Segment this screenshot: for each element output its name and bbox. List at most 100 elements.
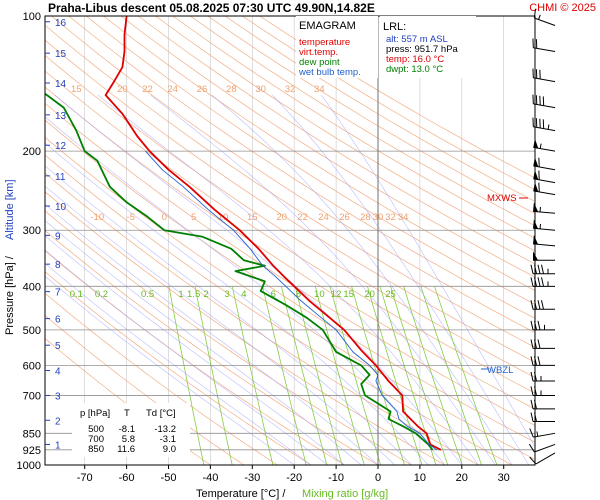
mixing-ratio-label: 15 bbox=[343, 289, 354, 300]
lrl-altitude: alt: 557 m ASL bbox=[386, 34, 448, 45]
wind-barb-pennant bbox=[533, 157, 539, 167]
y-tick-label: 500 bbox=[23, 325, 41, 337]
series-line-wet-bulb-temp bbox=[145, 150, 437, 451]
x-tick-label: -20 bbox=[286, 472, 302, 484]
moist-adiabat-line bbox=[54, 94, 463, 465]
altitude-tick-label: 15 bbox=[55, 49, 67, 60]
moist-adiabat-label: 28 bbox=[360, 212, 371, 223]
y-tick-label: 700 bbox=[23, 390, 41, 402]
moist-adiabat-line bbox=[45, 262, 312, 465]
altitude-tick-label: 16 bbox=[55, 18, 67, 29]
dry-adiabat-label: 28 bbox=[226, 84, 237, 95]
mixing-ratio-label: 12 bbox=[331, 289, 342, 300]
y-tick-label: 100 bbox=[23, 11, 41, 23]
wind-barb bbox=[533, 138, 556, 152]
table-header-p: p [hPa] bbox=[80, 408, 110, 419]
table-cell: 500 bbox=[88, 424, 104, 435]
wind-barb-half-flag bbox=[547, 124, 550, 130]
wind-barb-flag bbox=[530, 356, 534, 366]
altitude-tick-label: 14 bbox=[55, 79, 67, 90]
wind-barbs bbox=[528, 8, 556, 465]
wind-barb-flag bbox=[530, 399, 534, 410]
wind-barb bbox=[532, 68, 556, 83]
moist-adiabat-label: 5 bbox=[191, 212, 196, 223]
chart-title: Praha-Libus descent 05.08.2025 07:30 UTC… bbox=[48, 1, 375, 15]
dry-adiabat-line bbox=[45, 70, 535, 394]
wind-barb bbox=[532, 117, 556, 132]
wind-barb bbox=[530, 300, 555, 310]
table-cell: -8.1 bbox=[119, 424, 135, 435]
altitude-tick-label: 8 bbox=[55, 260, 61, 271]
wind-barb bbox=[530, 320, 555, 331]
legend-item-virt-temp: virt.temp. bbox=[299, 47, 338, 58]
mixing-ratio-labels: 0.1 0.2 0.5 1 1.5 2 3 4 6 8 10 12 15 20 25 bbox=[70, 289, 396, 300]
x-tick-label: -40 bbox=[202, 472, 218, 484]
moist-adiabat-line bbox=[45, 249, 328, 465]
wind-barb-flag bbox=[534, 277, 537, 287]
legend: EMAGRAM temperature virt.temp. dew point… bbox=[296, 16, 378, 78]
dry-adiabat-label: 26 bbox=[197, 84, 208, 95]
mixing-ratio-label: 0.2 bbox=[95, 289, 108, 300]
wind-barb bbox=[529, 428, 556, 438]
lrl-title: LRL: bbox=[383, 21, 406, 33]
wind-barb-staff bbox=[533, 77, 556, 83]
dry-adiabat-line bbox=[45, 24, 535, 348]
moist-adiabat-label: 34 bbox=[398, 212, 409, 223]
wind-barb bbox=[533, 202, 556, 214]
moist-adiabat-line bbox=[45, 235, 345, 465]
wind-barb-staff bbox=[533, 227, 556, 231]
wind-barb bbox=[532, 38, 556, 53]
x-tick-label: -60 bbox=[119, 472, 135, 484]
moist-adiabat-label: 20 bbox=[276, 212, 287, 223]
legend-title: EMAGRAM bbox=[299, 20, 356, 32]
mixing-ratio-label: 2 bbox=[204, 289, 209, 300]
mixing-ratio-label: 0.1 bbox=[70, 289, 83, 300]
wind-barb bbox=[532, 94, 556, 109]
wind-barb-flag bbox=[541, 300, 544, 310]
altitude-tick-label: 7 bbox=[55, 288, 61, 299]
wind-barb-pennant bbox=[533, 181, 539, 192]
wind-barb-flag bbox=[534, 300, 537, 310]
wind-barb bbox=[530, 339, 555, 349]
wind-barb bbox=[529, 452, 556, 465]
moist-adiabat-label: -10 bbox=[90, 212, 104, 223]
x-tick-label: 10 bbox=[414, 472, 426, 484]
y-axis-ticks: 100 200 300 400 500 600 700 850 925 1000 bbox=[17, 11, 41, 472]
moist-adiabat-label: 15 bbox=[247, 212, 258, 223]
wind-barb-flag bbox=[530, 277, 534, 287]
adiabat-labels: 15 20 22 24 26 28 30 32 34-10 -5 0 5 10 15 20 22 24 26 28 3… bbox=[71, 84, 408, 223]
wind-barb-flag bbox=[530, 264, 534, 274]
x-axis-label: Temperature [°C] / bbox=[196, 488, 286, 500]
wind-barb-flag bbox=[530, 371, 534, 382]
lrl-dewpoint: dwpt: 13.0 °C bbox=[386, 64, 443, 75]
wind-barb-flag bbox=[528, 443, 535, 453]
wind-barb-flag bbox=[529, 428, 534, 438]
x-tick-label: 0 bbox=[375, 472, 381, 484]
wind-barb-flag bbox=[529, 456, 537, 465]
y-tick-label: 925 bbox=[23, 445, 41, 457]
moist-adiabat-label: -5 bbox=[127, 212, 135, 223]
wind-barb-flag bbox=[530, 412, 534, 422]
moist-adiabat-label: 30 bbox=[373, 212, 384, 223]
wind-barb-staff bbox=[533, 165, 556, 171]
dry-adiabat-line bbox=[85, 16, 535, 305]
dry-adiabat-line bbox=[51, 16, 535, 334]
moist-adiabat-label: 0 bbox=[162, 212, 167, 223]
wind-barb-pennant bbox=[533, 251, 538, 261]
x-tick-label: -30 bbox=[244, 472, 260, 484]
altitude-tick-label: 12 bbox=[55, 141, 67, 152]
mxws-marker: MXWS bbox=[487, 193, 528, 204]
x-tick-label: -70 bbox=[77, 472, 93, 484]
moist-adiabat-line bbox=[45, 275, 295, 465]
wind-barb-staff bbox=[533, 103, 556, 109]
dry-adiabat-line bbox=[155, 16, 535, 252]
wind-barb-flag bbox=[537, 264, 541, 274]
x-tick-label: 20 bbox=[456, 472, 468, 484]
altitude-tick-label: 9 bbox=[55, 231, 61, 242]
wind-barb-half-flag bbox=[539, 143, 542, 149]
y-tick-label: 1000 bbox=[17, 460, 41, 472]
legend-item-temperature: temperature bbox=[299, 37, 350, 48]
moist-adiabat-label: 22 bbox=[297, 212, 308, 223]
altitude-tick-label: 6 bbox=[55, 315, 61, 326]
